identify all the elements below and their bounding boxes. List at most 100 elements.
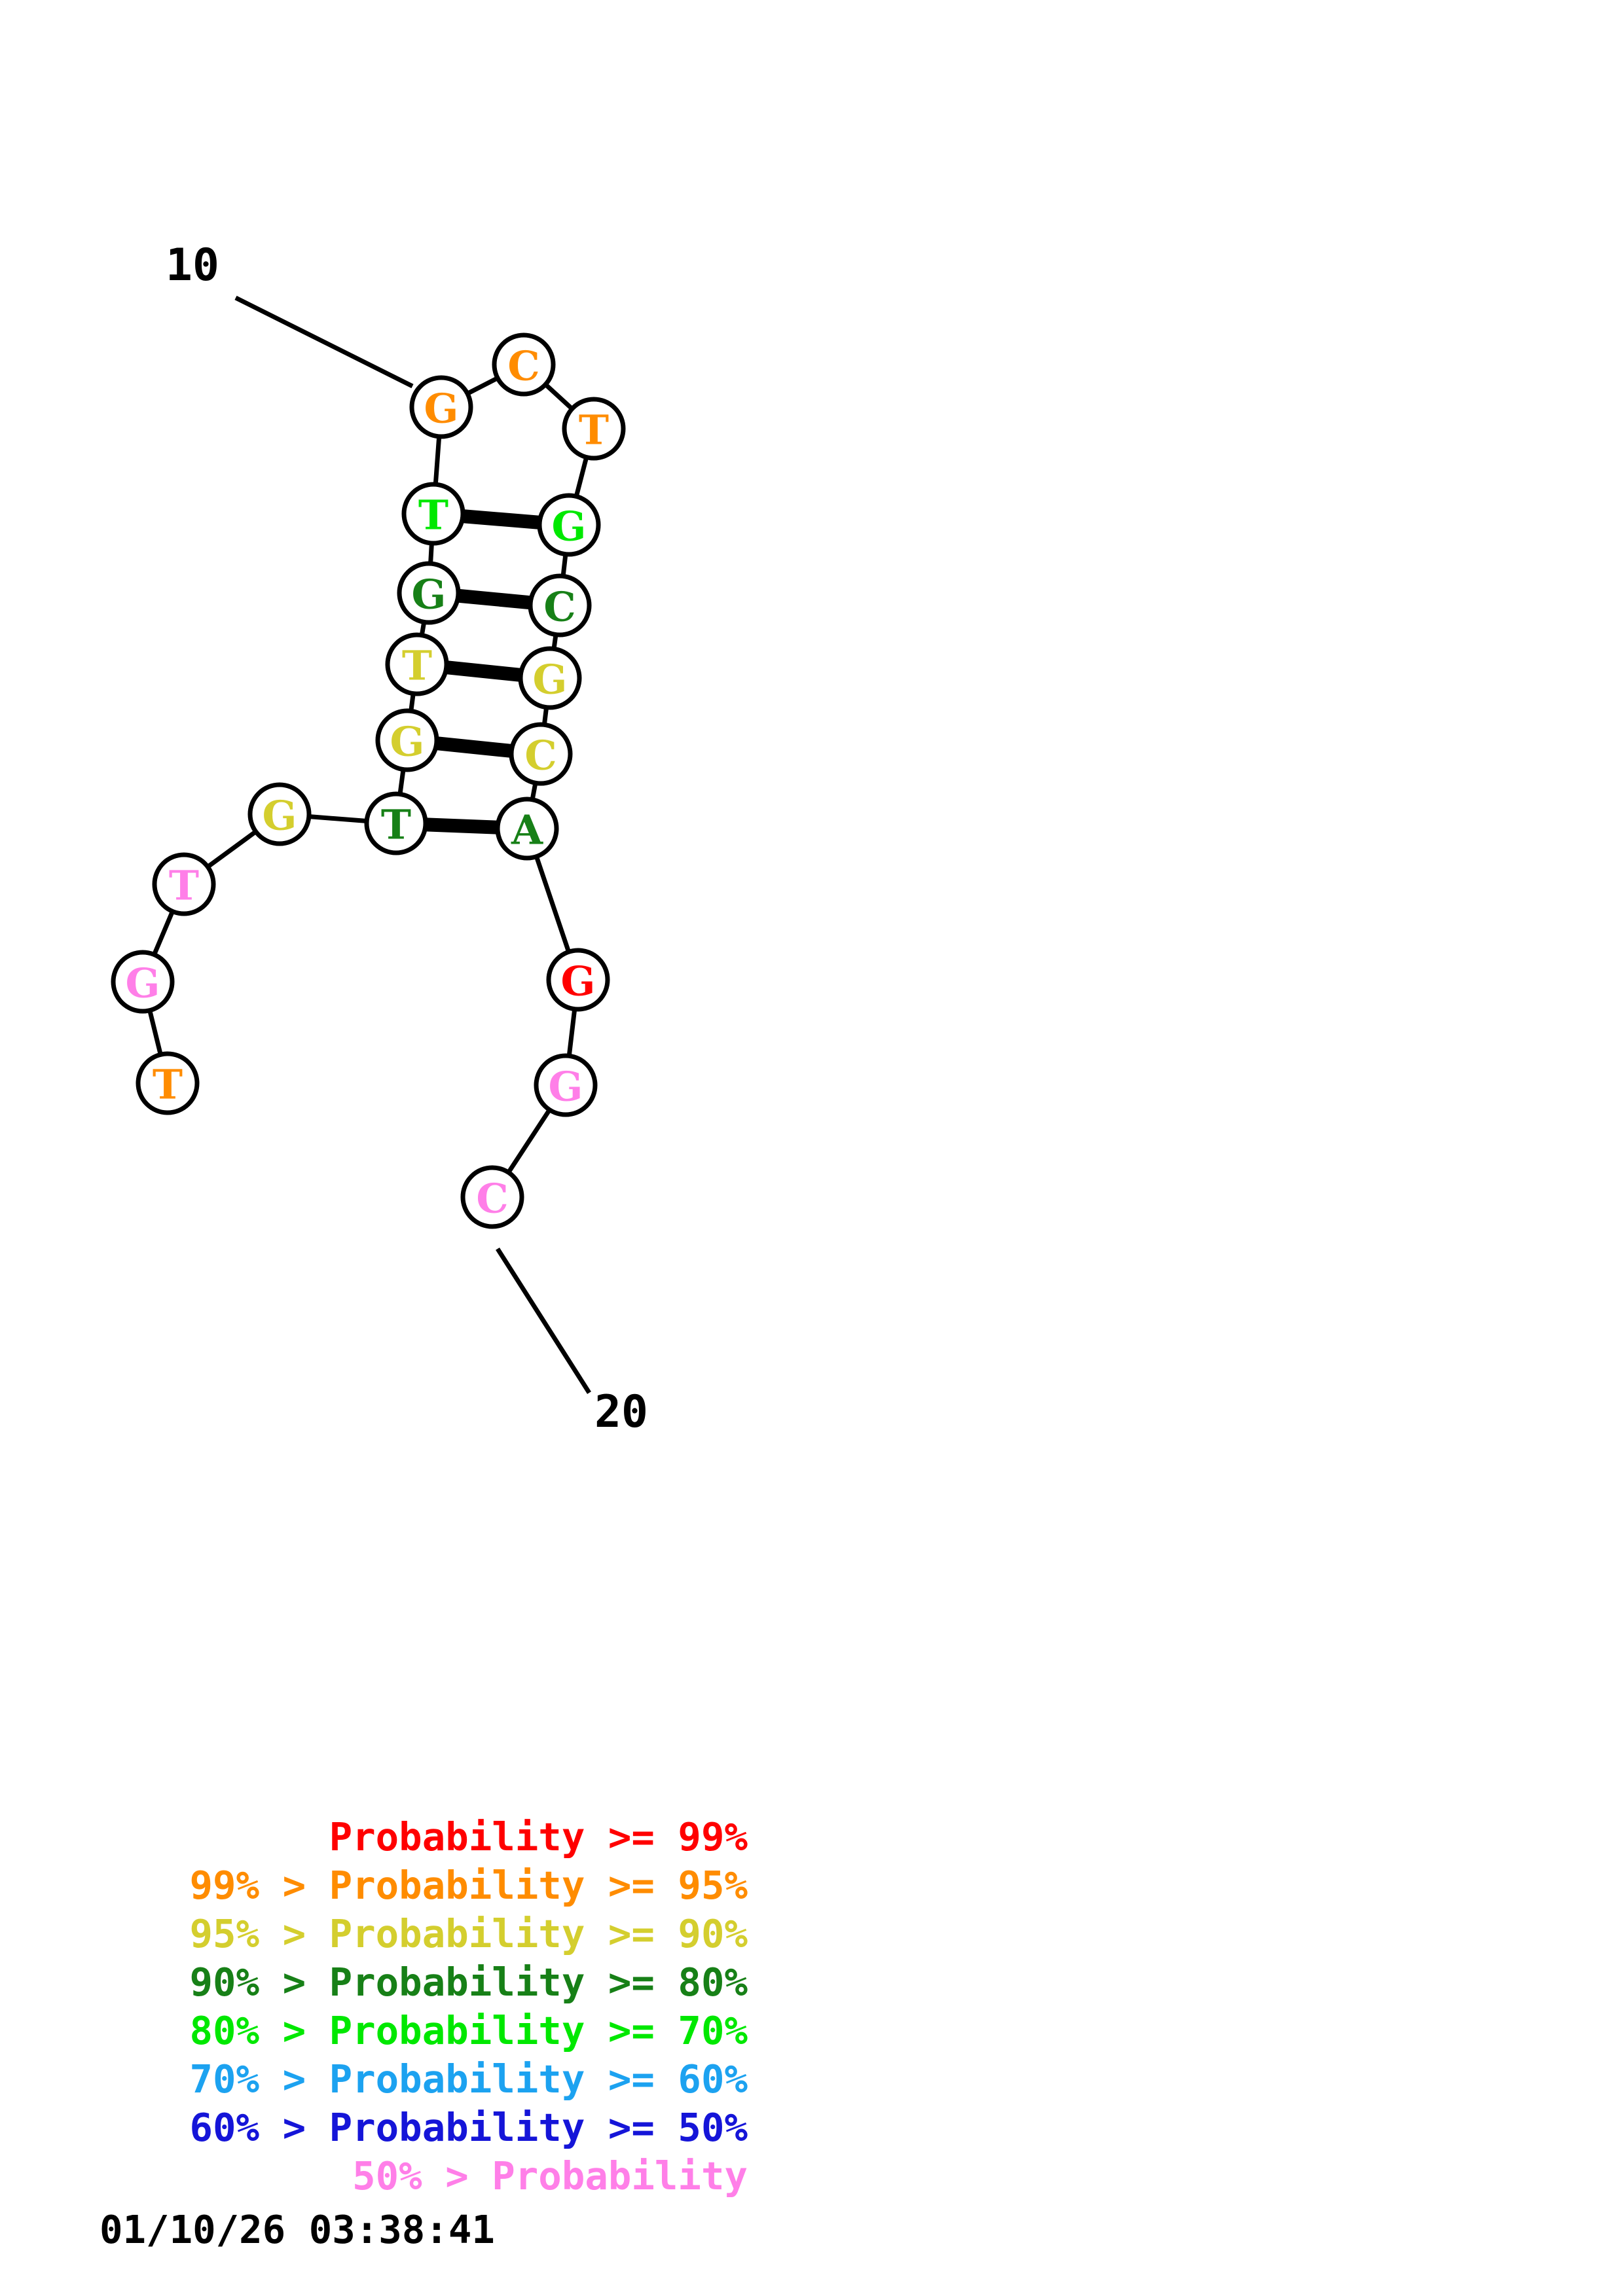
- backbone-bond: [530, 781, 538, 802]
- nucleotide-letter: T: [153, 1061, 183, 1109]
- backbone-bond: [433, 435, 442, 486]
- backbone-bond: [397, 768, 406, 796]
- backbone-bond: [542, 706, 549, 726]
- nucleotide-letter: G: [390, 718, 425, 766]
- nucleotide-letter: G: [552, 503, 587, 550]
- legend-row-1: Probability >= 99%: [329, 1814, 748, 1859]
- base-pair-bond: [444, 660, 523, 683]
- nucleotide-circle: [401, 482, 465, 546]
- nucleotide-letter: C: [507, 342, 539, 390]
- base-pair-bond: [434, 736, 514, 759]
- backbone-bond: [206, 829, 258, 869]
- nucleotide-node[interactable]: T: [152, 852, 216, 916]
- base-pair-bond: [424, 817, 500, 834]
- nucleotide-letter: G: [533, 656, 568, 704]
- backbone-bond: [147, 1009, 163, 1056]
- position-leader-line: [496, 1247, 591, 1394]
- legend-row-3: 95% > Probability >= 90%: [189, 1911, 748, 1956]
- probability-legend: Probability >= 99% 99% > Probability >= 9…: [0, 1813, 845, 2200]
- backbone-bond: [465, 376, 500, 396]
- legend-row-6: 70% > Probability >= 60%: [189, 2056, 748, 2102]
- nucleotide-letter: G: [561, 958, 596, 1005]
- position-number-label: 20: [594, 1386, 648, 1438]
- nucleotide-node[interactable]: C: [509, 722, 573, 786]
- nucleotide-node[interactable]: C: [528, 573, 592, 637]
- nucleotide-circle: [111, 950, 175, 1014]
- nucleotide-letter: A: [511, 806, 543, 854]
- nucleotide-circle: [546, 948, 610, 1012]
- nucleotide-node[interactable]: C: [460, 1165, 524, 1229]
- nucleotide-letter: C: [543, 583, 575, 631]
- timestamp-label: 01/10/26 03:38:41: [100, 2207, 495, 2252]
- backbone-bond: [419, 620, 427, 637]
- backbone-bond: [543, 382, 574, 411]
- nucleotide-circle: [385, 632, 449, 696]
- base-pair-bond: [460, 509, 542, 529]
- nucleotide-node[interactable]: G: [397, 561, 461, 625]
- nucleotide-node[interactable]: T: [562, 397, 626, 461]
- backbone-bonds: [147, 376, 589, 1175]
- nucleotide-letter: G: [126, 960, 160, 1007]
- position-leader-lines: [234, 295, 591, 1394]
- nucleotide-node[interactable]: T: [401, 482, 465, 546]
- nucleotide-node[interactable]: G: [537, 493, 601, 557]
- backbone-bond: [152, 909, 175, 957]
- nucleotide-letter: G: [263, 792, 297, 840]
- nucleotide-node[interactable]: G: [375, 708, 439, 772]
- nucleotide-circle: [534, 1053, 598, 1117]
- nucleotide-letter: T: [381, 801, 411, 849]
- nucleotide-circle: [247, 782, 312, 846]
- position-number-label: 10: [166, 240, 219, 291]
- nucleotide-node[interactable]: T: [385, 632, 449, 696]
- nucleotide-circle: [397, 561, 461, 625]
- backbone-bond: [506, 1107, 552, 1175]
- nucleotide-node[interactable]: G: [111, 950, 175, 1014]
- nucleotide-node[interactable]: G: [247, 782, 312, 846]
- nucleotide-circle: [562, 397, 626, 461]
- nucleotide-node[interactable]: G: [546, 948, 610, 1012]
- nucleotide-circle: [492, 332, 556, 397]
- nucleotide-circle: [152, 852, 216, 916]
- nucleotide-circle: [409, 375, 473, 439]
- nucleotide-node[interactable]: A: [495, 797, 559, 861]
- nucleotide-letter: T: [579, 406, 609, 454]
- base-pair-bond: [456, 588, 533, 610]
- backbone-bond: [428, 541, 434, 565]
- backbone-bond: [574, 456, 589, 498]
- nucleotide-node[interactable]: T: [364, 791, 428, 855]
- nucleotide-circle: [518, 646, 582, 710]
- backbone-bond: [534, 855, 571, 954]
- legend-row-4: 90% > Probability >= 80%: [189, 1960, 748, 2005]
- nucleotide-node[interactable]: T: [136, 1051, 200, 1115]
- nucleotide-circle: [537, 493, 601, 557]
- nucleotide-letter: G: [412, 571, 447, 619]
- nucleotide-node[interactable]: C: [492, 332, 556, 397]
- legend-row-7: 60% > Probability >= 50%: [189, 2105, 748, 2150]
- backbone-bond: [551, 633, 558, 651]
- backbone-bond: [566, 1007, 577, 1058]
- position-number-labels: 10 20: [166, 240, 648, 1438]
- nucleotide-node[interactable]: G: [409, 375, 473, 439]
- nucleotide-node[interactable]: G: [534, 1053, 598, 1117]
- nucleotide-letter: G: [424, 385, 459, 433]
- nucleotide-letter: C: [476, 1175, 508, 1223]
- legend-row-8: 50% > Probability: [352, 2153, 748, 2198]
- backbone-bond: [560, 552, 568, 578]
- legend-row-2: 99% > Probability >= 95%: [189, 1863, 748, 1908]
- nucleotide-node[interactable]: G: [518, 646, 582, 710]
- nucleotide-circle: [375, 708, 439, 772]
- nucleotide-letter: T: [418, 492, 448, 539]
- backbone-bond: [307, 814, 369, 823]
- nucleotide-circle: [509, 722, 573, 786]
- nucleotide-circle: [460, 1165, 524, 1229]
- nucleotide-circle: [528, 573, 592, 637]
- nucleotide-circle: [495, 797, 559, 861]
- legend-row-5: 80% > Probability >= 70%: [189, 2008, 748, 2053]
- nucleotide-letter: T: [402, 642, 432, 690]
- nucleotide-circle: [136, 1051, 200, 1115]
- position-leader-line: [234, 295, 414, 389]
- backbone-bond: [409, 692, 416, 713]
- nucleotide-letter: C: [524, 732, 556, 780]
